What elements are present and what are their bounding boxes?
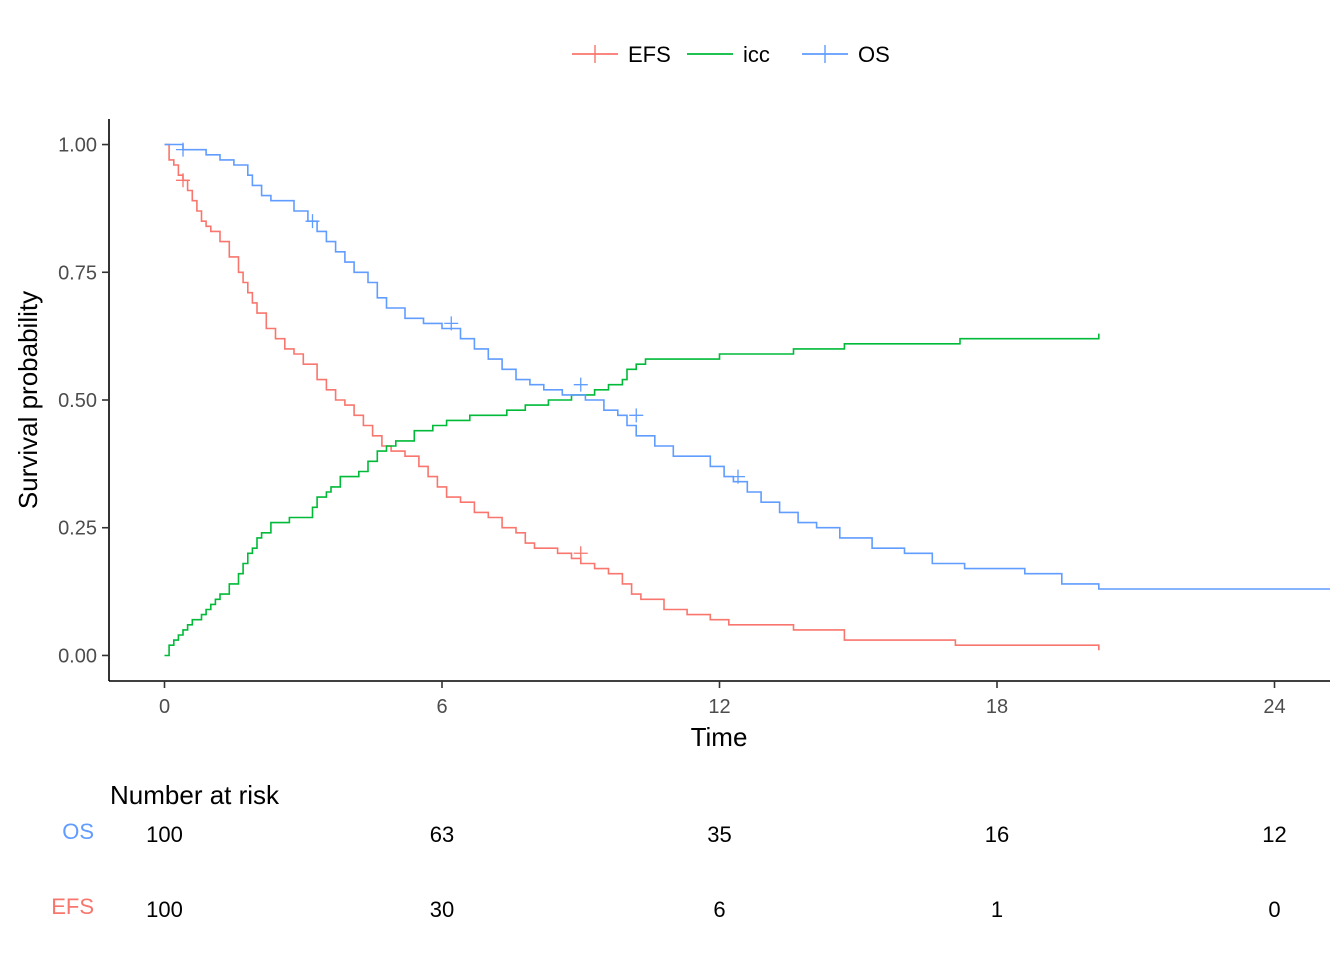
risk-row-label-os: OS	[62, 819, 94, 844]
x-tick-label: 12	[708, 696, 730, 718]
risk-count: 6	[713, 897, 725, 922]
risk-count: 30	[430, 897, 454, 922]
y-tick-label: 0.75	[58, 262, 97, 284]
x-tick-label: 24	[1263, 696, 1285, 718]
risk-count: 16	[985, 822, 1009, 847]
risk-count: 12	[1262, 822, 1286, 847]
series-layer	[164, 142, 1330, 657]
legend: EFS icc OS	[572, 42, 890, 67]
risk-row-label-efs: EFS	[51, 894, 94, 919]
risk-count: 35	[707, 822, 731, 847]
y-tick-label: 0.00	[58, 645, 97, 667]
risk-table-title: Number at risk	[110, 780, 280, 810]
censor-mark-os	[731, 469, 745, 484]
x-tick-label: 18	[986, 696, 1008, 718]
censor-mark-os	[305, 214, 320, 229]
x-tick-label: 0	[159, 696, 170, 718]
y-tick-label: 1.00	[58, 135, 97, 157]
x-axis-ticks: 0 6 12 18 24	[159, 681, 1286, 718]
y-axis-title: Survival probability	[13, 291, 43, 509]
censor-mark-os	[629, 408, 644, 423]
censor-mark-efs	[176, 173, 190, 188]
legend-label-os: OS	[858, 42, 890, 67]
risk-count: 100	[146, 822, 183, 847]
censor-mark-os	[444, 316, 459, 331]
y-tick-label: 0.25	[58, 518, 97, 540]
risk-count: 1	[991, 897, 1003, 922]
series-line-efs	[164, 143, 1100, 651]
risk-count: 0	[1268, 897, 1280, 922]
risk-count: 63	[430, 822, 454, 847]
legend-label-icc: icc	[743, 42, 770, 67]
x-axis-title: Time	[691, 722, 748, 752]
y-tick-label: 0.50	[58, 390, 97, 412]
censor-mark-os	[573, 377, 588, 392]
series-line-icc	[164, 333, 1100, 657]
y-axis-ticks: 0.00 0.25 0.50 0.75 1.00	[58, 135, 109, 667]
censor-mark-os	[176, 142, 190, 157]
x-tick-label: 6	[436, 696, 447, 718]
risk-table: Number at risk OS 100 63 35 16 12 EFS 100 30 6 1 0	[51, 780, 1287, 922]
risk-count: 100	[146, 897, 183, 922]
censor-mark-efs	[573, 546, 588, 561]
series-line-os	[164, 143, 1330, 590]
legend-label-efs: EFS	[628, 42, 671, 67]
plot-area: 0 6 12 18 24 0.00 0.25 0.50 0.75 1.00	[58, 119, 1330, 718]
